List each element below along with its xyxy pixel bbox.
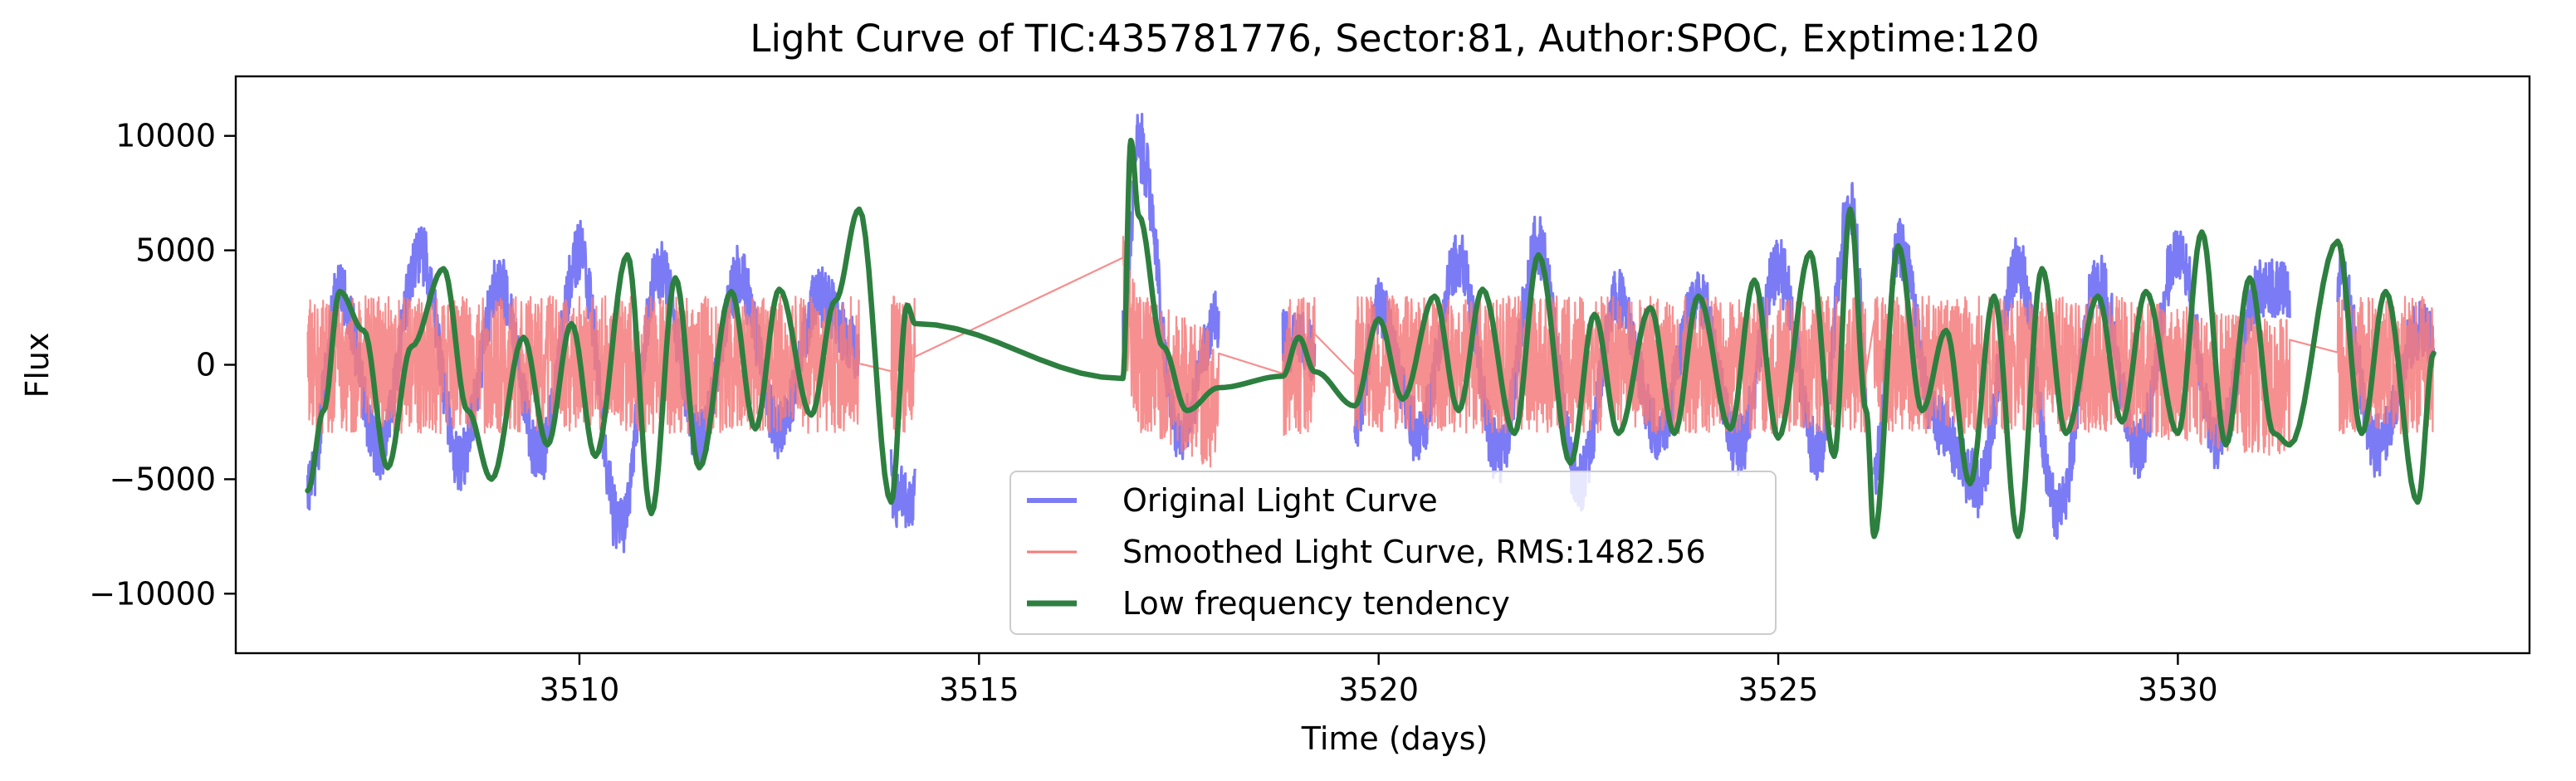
smoothed-curve-line — [306, 236, 2435, 468]
y-tick-label: −10000 — [89, 575, 216, 612]
x-tick-label: 3520 — [1338, 671, 1419, 708]
x-tick-label: 3515 — [939, 671, 1019, 708]
y-tick-label: 0 — [196, 347, 216, 383]
legend-box — [1009, 471, 1777, 635]
y-axis: −10000 −5000 0 5000 10000 — [89, 118, 236, 612]
low-frequency-tendency-line — [305, 137, 2437, 539]
chart-title: Light Curve of TIC:435781776, Sector:81,… — [750, 17, 2039, 61]
x-tick-label: 3525 — [1738, 671, 1819, 708]
legend-label-smoothed: Smoothed Light Curve, RMS:1482.56 — [1122, 534, 1706, 570]
legend-label-original: Original Light Curve — [1122, 482, 1438, 519]
x-axis: 3510 3515 3520 3525 3530 — [540, 653, 2218, 708]
legend-label-trend: Low frequency tendency — [1122, 585, 1510, 622]
x-axis-label: Time (days) — [1301, 720, 1488, 757]
y-tick-label: 10000 — [115, 118, 216, 154]
y-tick-label: 5000 — [135, 232, 216, 269]
x-tick-label: 3510 — [540, 671, 620, 708]
original-curve-segment-1 — [889, 449, 917, 529]
x-tick-label: 3530 — [2138, 671, 2218, 708]
plot-area — [305, 112, 2437, 554]
y-axis-label: Flux — [19, 333, 56, 398]
y-tick-label: −5000 — [109, 461, 216, 497]
legend: Original Light Curve Smoothed Light Curv… — [1009, 471, 1777, 635]
